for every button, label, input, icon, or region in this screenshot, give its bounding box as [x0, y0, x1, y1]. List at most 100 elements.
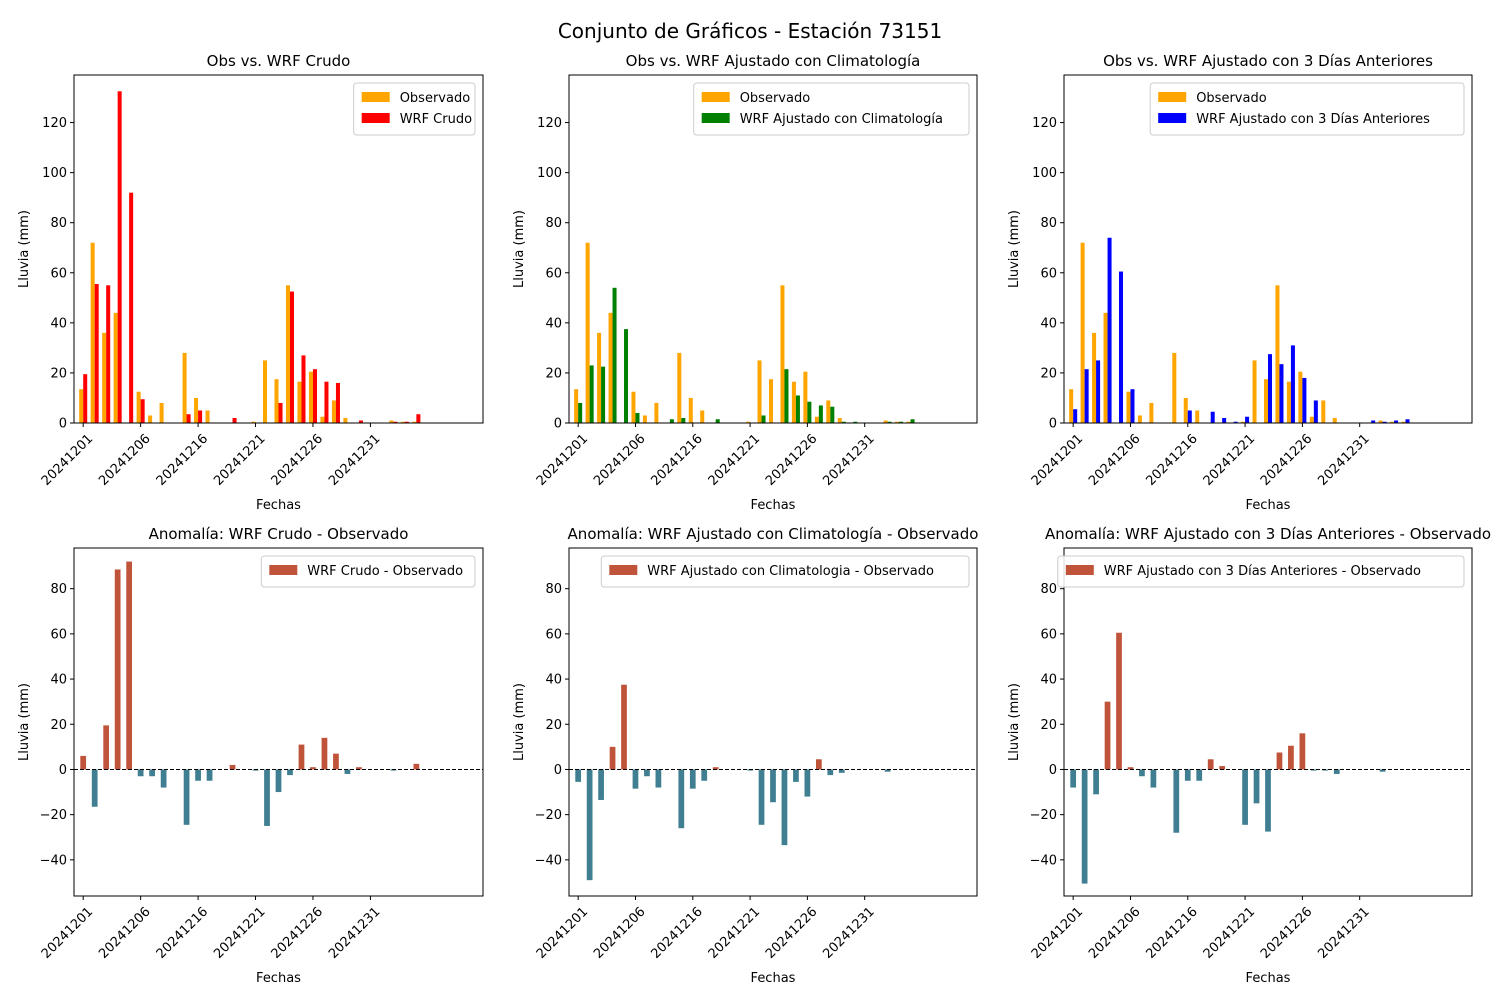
- bar-series-day-18: [275, 769, 282, 793]
- legend-label: WRF Crudo - Observado: [307, 564, 463, 579]
- bar-series-day-15: [1233, 421, 1238, 423]
- bar-series-day-5: [624, 329, 629, 423]
- bar-observado-day-29: [1390, 421, 1395, 423]
- chart-panel-1: Obs vs. WRF Crudo 0 20 40 60 80 100 120 20241201…: [17, 52, 484, 513]
- legend-label: WRF Ajustado con Climatologia - Observad…: [647, 564, 934, 579]
- bar-series-day-21: [1302, 377, 1307, 423]
- bar-series-day-16: [1242, 769, 1248, 825]
- bar-series-day-17: [761, 415, 766, 423]
- x-tick-label: 20241231: [820, 904, 877, 961]
- bar-observado-day-18: [1263, 379, 1268, 423]
- bar-observado-day-12: [1195, 410, 1200, 423]
- bar-series-day-8: [160, 769, 167, 788]
- bar-series-day-10: [681, 417, 686, 423]
- bar-series-day-8: [1150, 769, 1157, 788]
- legend-swatch: [269, 565, 298, 575]
- bar-observado-day-23: [1321, 400, 1326, 423]
- bar-observado-day-11: [688, 397, 693, 423]
- legend: Observado WRF Ajustado con Climatología: [693, 82, 970, 136]
- legend: WRF Crudo - Observado: [260, 555, 476, 588]
- bar-observado-day-24: [837, 417, 842, 423]
- y-tick-label: 80: [50, 582, 67, 597]
- x-tick-label: 20241201: [39, 431, 96, 488]
- bar-series-day-1: [80, 755, 87, 770]
- y-tick-label: 40: [545, 673, 562, 688]
- bar-observado-day-30: [906, 421, 911, 423]
- bar-observado-day-23: [331, 400, 336, 423]
- legend-label: WRF Ajustado con Climatología: [740, 112, 943, 127]
- bar-series-day-22: [818, 405, 823, 423]
- legend-label: WRF Crudo: [400, 112, 472, 127]
- x-tick-label: 20241231: [326, 431, 383, 488]
- bar-observado-day-7: [1137, 415, 1142, 423]
- legend: Observado WRF Crudo: [353, 82, 476, 136]
- axes-frame: [568, 547, 978, 897]
- bar-series-day-11: [689, 769, 696, 789]
- bar-series-day-14: [229, 764, 236, 770]
- bar-series-day-2: [1081, 769, 1088, 884]
- y-tick-label: 40: [50, 316, 67, 331]
- bar-series-day-11: [198, 410, 203, 423]
- y-tick-label: 0: [59, 417, 67, 432]
- bar-series-day-23: [335, 382, 340, 423]
- legend-box: [1149, 82, 1465, 136]
- bar-observado-day-16: [1241, 421, 1246, 423]
- bar-series-day-20: [298, 744, 305, 770]
- bar-series-day-14: [232, 417, 237, 423]
- legend-label: Observado: [740, 91, 811, 106]
- axes-frame: [73, 74, 484, 424]
- y-tick-label: 100: [1032, 166, 1057, 181]
- bar-series-day-3: [1096, 360, 1101, 423]
- y-tick-label: −20: [1030, 808, 1057, 823]
- legend-box: [693, 82, 970, 136]
- y-tick-label: 120: [1032, 116, 1057, 131]
- bar-series-day-21: [804, 769, 811, 797]
- bar-observado-day-28: [1378, 420, 1383, 423]
- bar-series-day-5: [126, 561, 133, 770]
- panel-title: Obs vs. WRF Ajustado con Climatología: [626, 52, 921, 70]
- bar-observado-day-20: [297, 381, 302, 423]
- bar-series-day-4: [1104, 701, 1111, 770]
- bar-series-day-1: [1070, 769, 1077, 788]
- x-tick-label: 20241206: [1086, 904, 1143, 961]
- x-tick-label: 20241216: [648, 431, 705, 488]
- legend-swatch: [1065, 565, 1094, 575]
- x-tick-label: 20241226: [269, 904, 326, 961]
- x-axis-label: Fechas: [1246, 498, 1291, 513]
- bar-series-day-18: [1265, 769, 1271, 832]
- y-tick-label: 80: [1040, 216, 1057, 231]
- legend-swatch: [1158, 92, 1187, 102]
- bar-observado-day-4: [113, 312, 118, 423]
- bar-observado-day-22: [814, 416, 819, 423]
- x-tick-label: 20241226: [1258, 431, 1315, 488]
- bar-series-day-28: [1379, 769, 1386, 772]
- y-tick-label: −40: [40, 853, 67, 868]
- bar-series-day-22: [324, 381, 329, 423]
- bar-series-day-22: [815, 759, 822, 770]
- bar-series-day-29: [899, 421, 904, 423]
- bar-series-day-2: [1084, 369, 1089, 423]
- bar-series-day-20: [301, 355, 306, 423]
- bar-series-day-21: [807, 401, 812, 423]
- bar-series-day-13: [715, 419, 720, 423]
- y-tick-label: 80: [50, 216, 67, 231]
- bar-series-day-29: [404, 421, 409, 423]
- axes-frame: [568, 74, 978, 424]
- bar-series-day-24: [838, 769, 845, 773]
- bar-observado-day-30: [1401, 421, 1406, 423]
- x-axis-label: Fechas: [751, 498, 796, 513]
- bar-series-day-24: [841, 421, 846, 423]
- x-tick-label: 20241201: [534, 431, 591, 488]
- y-tick-label: 60: [50, 266, 67, 281]
- bar-series-day-24: [1333, 769, 1340, 774]
- bar-series-day-20: [793, 769, 799, 782]
- chart-panel-6: Anomalía: WRF Ajustado con 3 Días Anteri…: [1007, 525, 1491, 986]
- x-axis-label: Fechas: [751, 971, 796, 986]
- y-axis-label: Lluvia (mm): [1007, 683, 1022, 761]
- bar-observado-day-16: [746, 421, 751, 423]
- bar-series-day-30: [910, 419, 915, 423]
- y-tick-label: 20: [50, 366, 67, 381]
- bar-series-day-23: [830, 406, 835, 423]
- x-tick-label: 20241216: [1143, 904, 1200, 961]
- bar-observado-day-11: [194, 397, 199, 423]
